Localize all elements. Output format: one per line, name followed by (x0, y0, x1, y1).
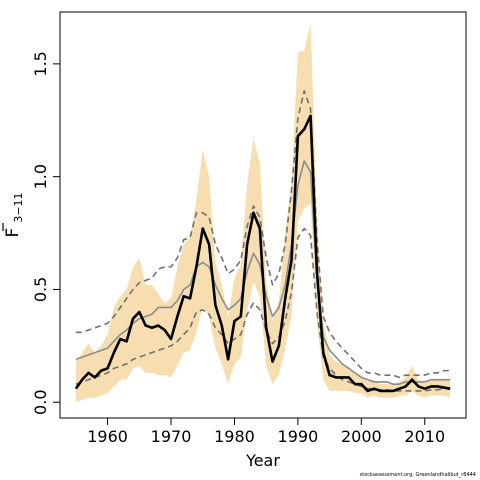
y-tick-label: 0.5 (31, 277, 50, 302)
y-tick-label: 1.5 (31, 51, 50, 76)
estimate-line (74, 114, 451, 393)
x-tick-label: 1970 (151, 427, 192, 446)
y-tick-label: 1.0 (31, 164, 50, 189)
y-axis-title-subscript: 3−11 (12, 192, 25, 222)
source-note: stockassessment.org, Greenlandhalibut_r8… (359, 472, 476, 478)
confidence-band (75, 23, 451, 403)
y-axis: 0.0 0.5 1.0 1.5 (31, 51, 61, 415)
x-tick-label: 1960 (87, 427, 128, 446)
confidence-band-layer (75, 23, 451, 403)
upper-bound-line (75, 90, 451, 379)
x-axis: 1960 1970 1980 1990 2000 2010 (87, 417, 445, 446)
y-axis-title-main: F (3, 228, 23, 238)
x-tick-label: 1990 (278, 427, 319, 446)
x-tick-label: 2010 (404, 427, 445, 446)
x-axis-title: Year (245, 451, 280, 470)
series-lines-layer (74, 90, 451, 393)
y-axis-title: F 3−11 (2, 192, 25, 238)
x-tick-label: 2000 (341, 427, 382, 446)
y-tick-label: 0.0 (31, 389, 50, 414)
x-tick-label: 1980 (214, 427, 255, 446)
svg-text:F 3−11: F 3−11 (3, 192, 25, 237)
